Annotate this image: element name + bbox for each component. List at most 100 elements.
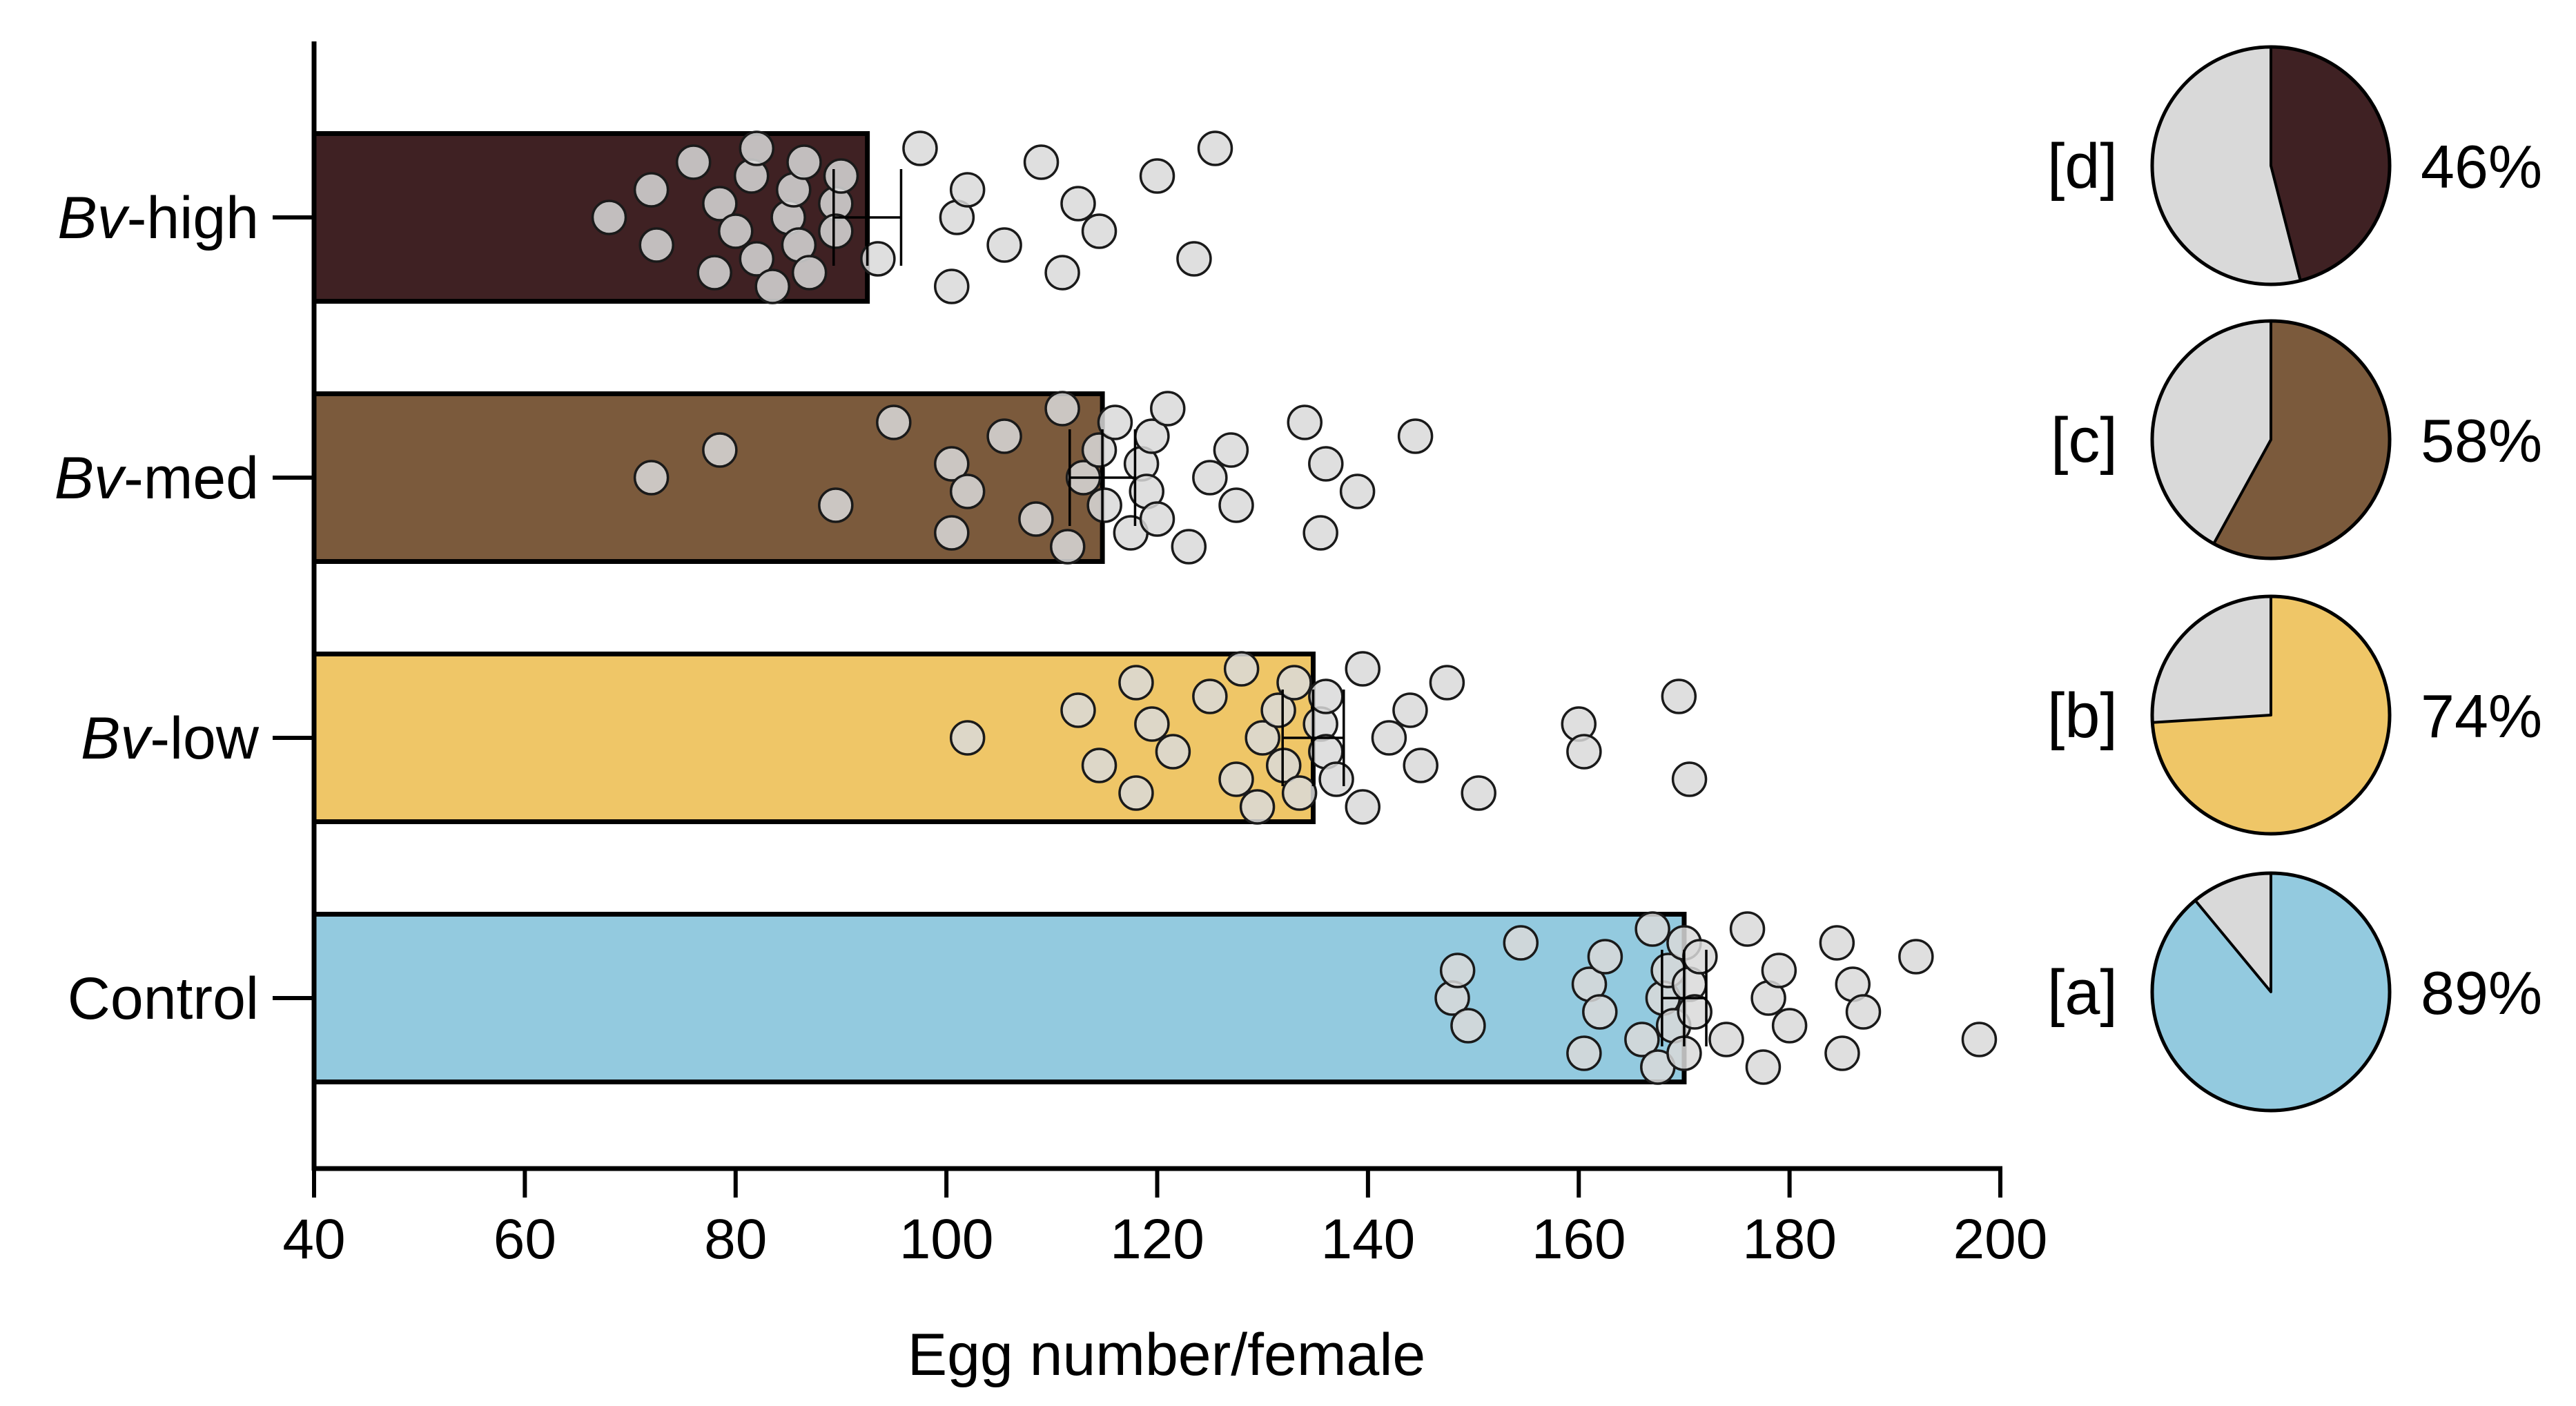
data-point xyxy=(1308,446,1344,482)
data-point xyxy=(1566,734,1602,770)
data-point xyxy=(1044,391,1080,427)
data-point xyxy=(1845,994,1882,1030)
data-point xyxy=(1081,748,1118,783)
data-point xyxy=(823,158,859,194)
x-tick-label: 140 xyxy=(1320,1208,1415,1271)
data-point xyxy=(1503,925,1539,961)
x-tick-label: 180 xyxy=(1742,1208,1837,1271)
data-point xyxy=(1745,1049,1782,1085)
data-point xyxy=(739,130,775,166)
data-point xyxy=(1392,692,1428,728)
data-point xyxy=(1339,473,1376,509)
data-point xyxy=(1060,692,1096,728)
pie-outline xyxy=(2150,871,2392,1113)
data-point xyxy=(1708,1022,1744,1057)
data-point xyxy=(1582,994,1618,1030)
x-tick-label: 80 xyxy=(704,1208,767,1271)
data-point xyxy=(1671,761,1708,797)
data-point xyxy=(1049,529,1086,565)
data-point xyxy=(1018,501,1054,537)
data-point xyxy=(638,227,674,263)
data-point xyxy=(1345,651,1380,687)
data-point xyxy=(1587,939,1623,975)
percent-label: 89% xyxy=(2421,959,2542,1027)
data-point xyxy=(1134,706,1170,742)
data-point xyxy=(1155,734,1191,770)
data-point xyxy=(986,227,1022,263)
data-point xyxy=(702,432,738,468)
y-category-label: Bv-high xyxy=(57,185,259,251)
data-point xyxy=(1276,665,1312,701)
data-point xyxy=(1635,911,1670,947)
data-point xyxy=(1682,939,1718,975)
data-point xyxy=(1566,1035,1602,1071)
data-point xyxy=(1308,678,1344,714)
error-bars-layer xyxy=(832,169,1708,1046)
pies-layer: [d] 46% [c] 58% [b] 74% [a] 89% xyxy=(2047,45,2542,1113)
data-point xyxy=(1218,761,1254,797)
data-point xyxy=(934,515,970,551)
data-point xyxy=(1044,255,1080,291)
percent-label: 74% xyxy=(2421,682,2542,750)
data-point xyxy=(1461,775,1496,811)
data-point xyxy=(1086,487,1122,523)
error-bar xyxy=(1281,690,1345,786)
data-point xyxy=(949,473,986,509)
data-point xyxy=(1318,761,1354,797)
pie-chart xyxy=(2150,319,2392,560)
group-letter-label: [a] xyxy=(2047,957,2118,1028)
x-axis-title: Egg number/female xyxy=(908,1322,1426,1388)
data-point xyxy=(1060,186,1096,222)
data-point xyxy=(818,213,854,249)
x-tick-label: 200 xyxy=(1953,1208,2048,1271)
data-point xyxy=(739,241,775,277)
data-point xyxy=(1397,418,1434,454)
pie-outline xyxy=(2150,45,2392,286)
pie-outline xyxy=(2150,594,2392,836)
pie-chart xyxy=(2150,594,2392,836)
data-point xyxy=(1429,665,1465,701)
data-point xyxy=(633,172,670,208)
pie-chart xyxy=(2150,871,2392,1113)
data-point xyxy=(1677,994,1713,1030)
data-point xyxy=(791,255,828,291)
x-tick-label: 120 xyxy=(1110,1208,1204,1271)
data-point xyxy=(1118,775,1154,811)
data-point xyxy=(718,213,754,249)
data-point xyxy=(1819,925,1855,961)
data-point xyxy=(949,720,986,756)
data-point xyxy=(949,172,986,208)
data-point xyxy=(1150,391,1186,427)
data-point xyxy=(1771,1008,1808,1044)
data-point xyxy=(1118,665,1154,701)
data-point xyxy=(633,460,670,496)
data-point xyxy=(786,144,822,180)
percent-label: 58% xyxy=(2421,407,2542,475)
x-tick-label: 100 xyxy=(899,1208,994,1271)
error-bar xyxy=(832,169,903,266)
data-point xyxy=(986,418,1022,454)
y-category-label: Bv-low xyxy=(81,705,260,772)
data-point xyxy=(1192,460,1228,496)
data-point xyxy=(1239,789,1276,825)
x-tick-label: 40 xyxy=(282,1208,345,1271)
group-letter-label: [c] xyxy=(2051,405,2118,476)
x-tick-label: 60 xyxy=(494,1208,556,1271)
data-point xyxy=(1097,404,1133,440)
data-point xyxy=(1281,775,1318,811)
data-point xyxy=(934,446,970,482)
y-category-label: Bv-med xyxy=(55,445,259,511)
data-point xyxy=(591,199,627,235)
data-point xyxy=(1898,939,1934,975)
bars-layer xyxy=(311,131,1687,1084)
data-point xyxy=(934,268,970,304)
data-point xyxy=(1176,241,1212,277)
data-point xyxy=(1245,720,1280,756)
data-point xyxy=(1213,432,1249,468)
data-point xyxy=(675,144,712,180)
data-point xyxy=(1761,953,1797,988)
group-letter-label: [d] xyxy=(2047,131,2118,202)
bar xyxy=(311,391,1105,564)
data-point xyxy=(1139,158,1175,194)
